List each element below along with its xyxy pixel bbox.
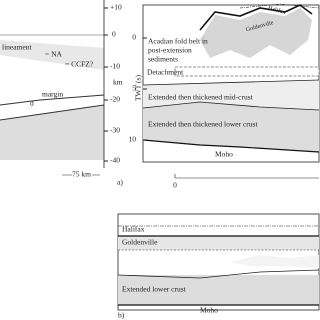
boundary (142, 101, 320, 111)
label: Extended then thickened lower crust (148, 120, 258, 129)
label: Acadian fold belt in (148, 37, 208, 46)
label: lineament (2, 43, 32, 52)
lower-crust (0, 105, 104, 160)
scale-label: 75 km (72, 170, 91, 179)
detachment-zone (174, 66, 320, 77)
surface (239, 3, 320, 9)
lower-crust (118, 275, 319, 305)
mid-layer (230, 255, 319, 268)
label: sediments (148, 55, 178, 64)
label: Extended lower crust (122, 285, 187, 294)
panel-a-right: 0 5 10 TWT (s) Halifax Goldenville Acadi… (129, 3, 320, 190)
halifax-contact (199, 4, 313, 31)
tick-label: -10 (110, 62, 120, 71)
tick-label: 5 (132, 84, 136, 93)
panel-letter: a) (117, 178, 123, 187)
label: Halifax (267, 4, 286, 15)
boundary (142, 79, 320, 86)
panel-a-left: +10 0 -10 -20 -30 -40 km lineament = NA … (0, 0, 123, 187)
unit: km (113, 78, 123, 87)
label: Halifax (122, 225, 145, 234)
label: Goldenville (122, 238, 158, 247)
label: Moho (200, 306, 218, 315)
tick-label: +10 (110, 3, 122, 12)
tick-label: 10 (129, 135, 137, 144)
goldenville-body (200, 8, 312, 58)
panel-b: Halifax Goldenville Extended lower crust… (117, 213, 320, 320)
tick-label: -20 (110, 95, 120, 104)
axis-label: TWT (s) (134, 75, 143, 101)
label: margin (42, 90, 63, 99)
boundary (117, 269, 320, 279)
tick-label: 0 (132, 33, 136, 42)
tick-label: -30 (110, 126, 120, 135)
boundary (0, 104, 105, 121)
label: Moho (215, 150, 233, 159)
tick-label: 0 (173, 181, 177, 190)
label: = CCFZ? (65, 60, 94, 69)
upper-layer (0, 40, 104, 70)
panel-letter: b) (118, 311, 125, 320)
tick-label: -40 (110, 156, 120, 165)
label: Extended then thickened mid-crust (148, 93, 254, 102)
goldenville-layer (118, 236, 319, 250)
mid-crust (143, 80, 319, 110)
label: Detachment (147, 68, 184, 77)
label: = NA (45, 50, 63, 59)
boundary (0, 94, 105, 106)
moho-line (142, 139, 320, 153)
tick-label: 0 (112, 30, 116, 39)
lower-crust (143, 102, 319, 152)
label: d (30, 99, 34, 108)
label: post-extension (148, 46, 192, 55)
